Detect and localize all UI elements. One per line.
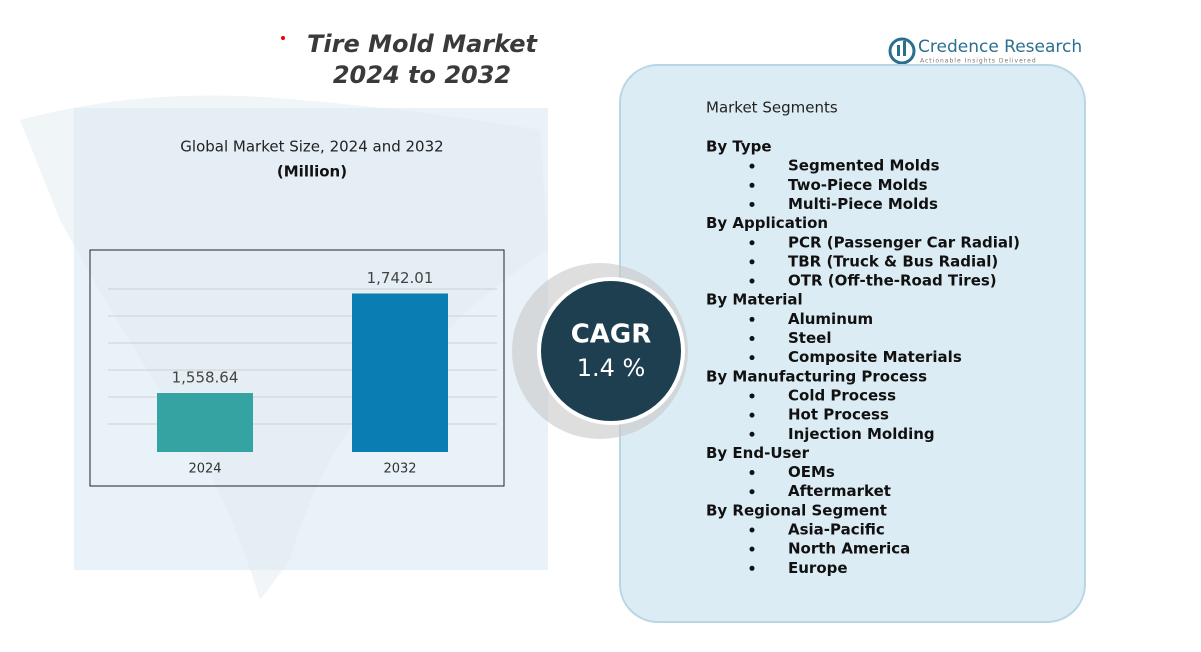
segment-item: TBR (Truck & Bus Radial) <box>788 252 998 270</box>
bullet <box>749 182 755 188</box>
bullet <box>749 489 755 495</box>
logo-icon <box>903 41 906 56</box>
segment-item: Aftermarket <box>788 482 891 500</box>
chart-title: Global Market Size, 2024 and 2032 <box>180 138 443 156</box>
left-panel <box>74 108 548 570</box>
segment-item: Europe <box>788 559 848 577</box>
logo-icon <box>888 37 916 65</box>
segment-item: Injection Molding <box>788 425 935 443</box>
bullet <box>749 201 755 207</box>
cagr-circle <box>537 277 685 425</box>
bullet <box>749 163 755 169</box>
chart-frame <box>89 249 505 487</box>
segment-heading: By Manufacturing Process <box>706 367 927 385</box>
segments-title: Market Segments <box>706 99 838 117</box>
bullet <box>749 240 755 246</box>
bullet <box>749 316 755 322</box>
bar <box>157 393 253 452</box>
bullet <box>749 565 755 571</box>
logo-name: Credence Research <box>918 37 1082 57</box>
title: 2024 to 2032 <box>333 61 511 89</box>
bullet <box>749 431 755 437</box>
segment-heading: By Regional Segment <box>706 501 887 519</box>
logo-tagline: Actionable Insights Delivered <box>920 58 1037 65</box>
segment-item: Cold Process <box>788 386 896 404</box>
segment-item: Multi-Piece Molds <box>788 195 938 213</box>
bullet <box>749 278 755 284</box>
bullet <box>749 412 755 418</box>
bullet <box>749 527 755 533</box>
segment-heading: By Material <box>706 291 803 309</box>
segment-item: Aluminum <box>788 310 873 328</box>
segment-item: Composite Materials <box>788 348 962 366</box>
x-tick-label: 2024 <box>188 462 221 477</box>
segment-heading: By Type <box>706 138 772 156</box>
x-tick-label: 2032 <box>383 462 416 477</box>
segment-item: Steel <box>788 329 831 347</box>
bar <box>352 293 448 452</box>
bullet <box>749 355 755 361</box>
chart-subtitle: (Million) <box>277 163 347 181</box>
segment-item: Segmented Molds <box>788 157 940 175</box>
logo-icon <box>897 45 900 56</box>
segment-item: OEMs <box>788 463 835 481</box>
segment-item: North America <box>788 540 910 558</box>
segment-item: OTR (Off-the-Road Tires) <box>788 272 997 290</box>
bullet <box>749 393 755 399</box>
cagr-value: 1.4 % <box>577 354 646 382</box>
bullet <box>749 336 755 341</box>
map-shape <box>20 95 548 600</box>
title: Tire Mold Market <box>307 30 538 58</box>
segment-item: Asia-Pacific <box>788 521 885 539</box>
value-label: 1,558.64 <box>172 369 239 387</box>
dot <box>281 36 285 40</box>
segment-heading: By Application <box>706 214 828 232</box>
bullet <box>749 259 755 265</box>
bullet <box>749 470 755 476</box>
segment-item: Hot Process <box>788 406 889 424</box>
segment-item: Two-Piece Molds <box>788 176 928 194</box>
segment-heading: By End-User <box>706 444 810 462</box>
cagr-label: CAGR <box>571 320 652 350</box>
value-label: 1,742.01 <box>367 269 434 287</box>
bullet <box>749 546 755 552</box>
segment-item: PCR (Passenger Car Radial) <box>788 233 1020 251</box>
logo: Credence Research Actionable Insights De… <box>888 37 1082 65</box>
